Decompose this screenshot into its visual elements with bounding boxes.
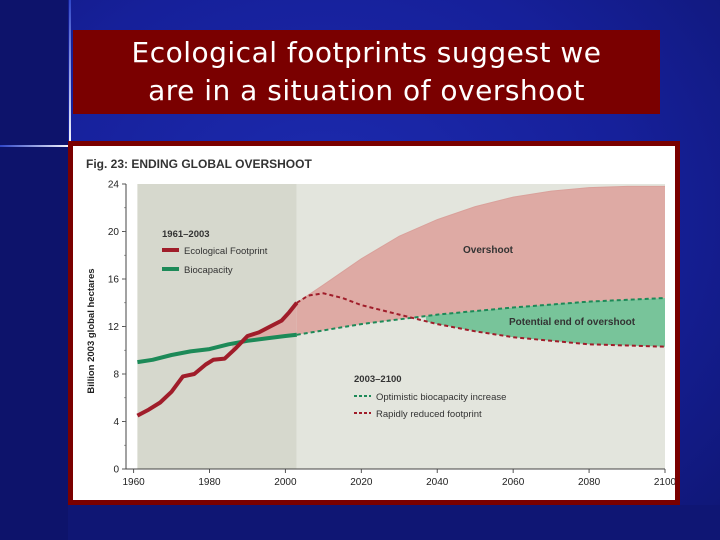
legend-label-biocapacity: Biocapacity: [184, 265, 233, 276]
slide-bottom-band: [68, 505, 720, 540]
overshoot-area: [296, 186, 665, 335]
annotation-end-of-overshoot: Potential end of overshoot: [509, 317, 636, 328]
y-tick-label: 24: [108, 180, 120, 191]
x-tick-label: 2060: [502, 477, 525, 488]
annotation-overshoot: Overshoot: [463, 245, 514, 256]
legend-historical: 1961–2003 Ecological Footprint Biocapaci…: [162, 229, 268, 276]
slide-title: Ecological footprints suggest we are in …: [73, 30, 660, 114]
x-tick-label: 2080: [578, 477, 601, 488]
biocapacity-line: [137, 332, 298, 365]
legend-projection-title: 2003–2100: [354, 374, 402, 385]
x-tick-label: 1960: [122, 477, 145, 488]
legend-historical-title: 1961–2003: [162, 229, 210, 240]
slide-accent-line-vertical: [69, 0, 71, 150]
slide-accent-line-horizontal: [0, 145, 72, 147]
legend-projection: 2003–2100 Optimistic biocapacity increas…: [354, 374, 506, 420]
y-tick-label: 20: [108, 227, 120, 238]
figure-panel: Fig. 23: ENDING GLOBAL OVERSHOOT 0 4 8 12 16…: [73, 146, 677, 500]
slide-title-line-2: are in a situation of overshoot: [148, 74, 585, 107]
y-tick-label: 0: [113, 465, 119, 476]
y-tick-label: 8: [113, 370, 119, 381]
x-tick-label: 2020: [350, 477, 373, 488]
y-axis-label: Billion 2003 global hectares: [86, 268, 97, 393]
chart-title: Fig. 23: ENDING GLOBAL OVERSHOOT: [86, 157, 312, 171]
legend-label-footprint: Ecological Footprint: [184, 246, 268, 257]
y-tick-label: 12: [108, 322, 120, 333]
reduced-footprint-line: [296, 292, 666, 348]
x-tick-label: 2000: [274, 477, 297, 488]
x-tick-label: 1980: [198, 477, 221, 488]
overshoot-chart: Fig. 23: ENDING GLOBAL OVERSHOOT 0 4 8 12 16…: [86, 157, 677, 488]
y-tick-label: 4: [113, 417, 119, 428]
y-tick-label: 16: [108, 275, 120, 286]
overshoot-envelope-line: [296, 185, 665, 304]
slide-left-band: [0, 0, 68, 540]
x-tick-label: 2040: [426, 477, 449, 488]
legend-label-optimistic-biocapacity: Optimistic biocapacity increase: [376, 392, 506, 403]
slide-title-line-1: Ecological footprints suggest we: [131, 36, 602, 69]
legend-label-reduced-footprint: Rapidly reduced footprint: [376, 409, 482, 420]
ecological-footprint-line: [136, 301, 299, 418]
x-tick-label: 2100: [654, 477, 675, 488]
